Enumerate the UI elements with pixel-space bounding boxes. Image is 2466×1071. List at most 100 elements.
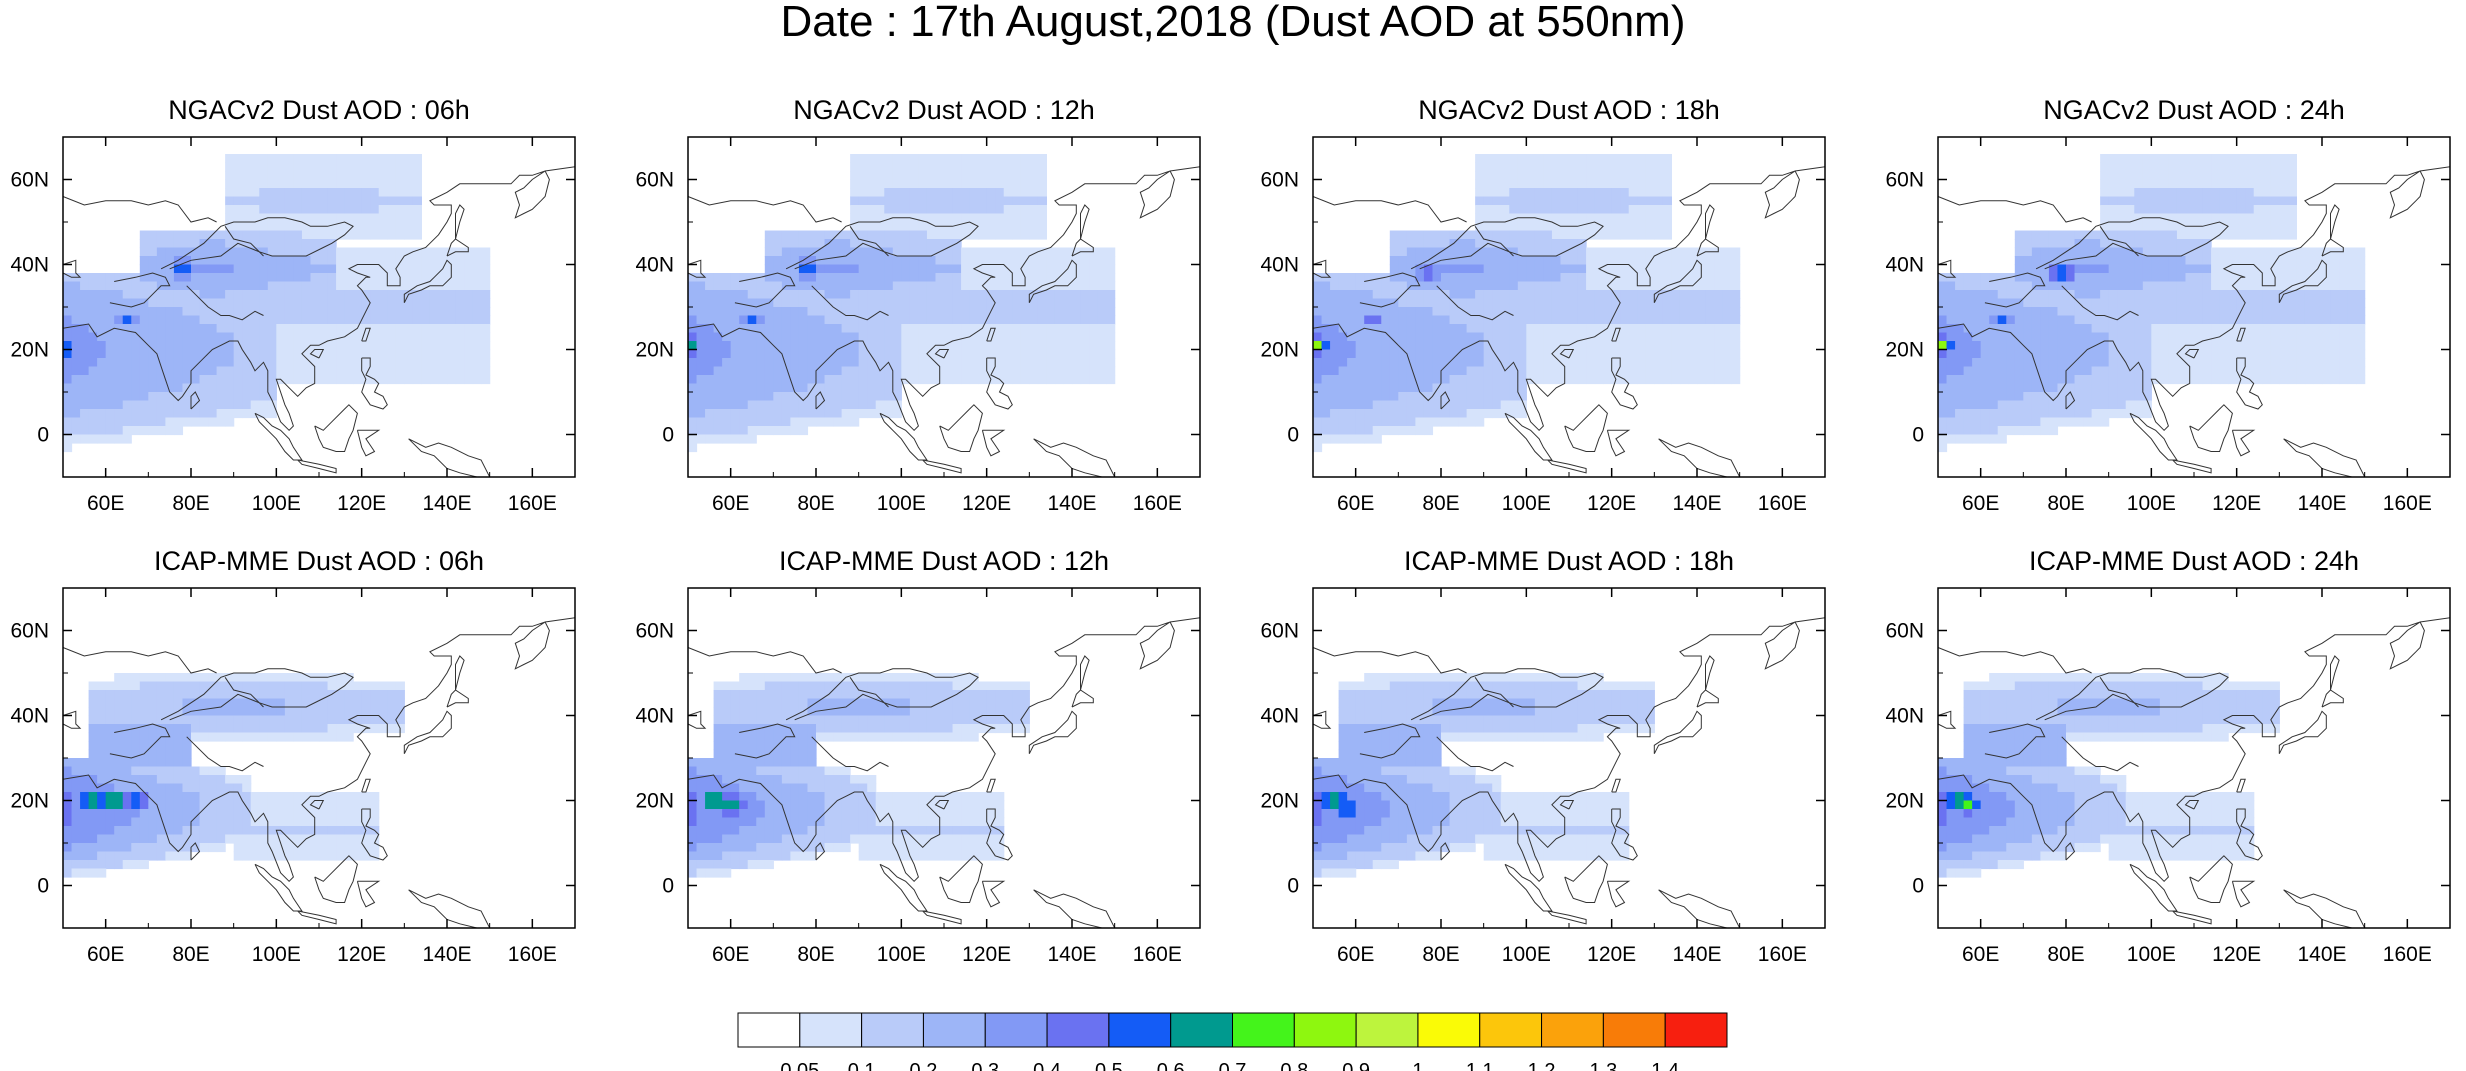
aod-cell xyxy=(1458,400,1468,410)
aod-cell xyxy=(2262,213,2272,223)
aod-cell xyxy=(370,196,380,206)
aod-cell xyxy=(387,213,397,223)
aod-cell xyxy=(1997,426,2007,436)
aod-cell xyxy=(1364,307,1374,317)
aod-cell xyxy=(2006,400,2016,410)
aod-cell xyxy=(2048,332,2059,342)
aod-cell xyxy=(378,341,388,351)
aod-cell xyxy=(1526,315,1536,325)
aod-cell xyxy=(1714,332,1724,342)
aod-cell xyxy=(2176,205,2187,215)
aod-cell xyxy=(447,324,457,334)
aod-cell xyxy=(2057,366,2067,376)
aod-cell xyxy=(790,256,800,266)
aod-cell xyxy=(250,171,260,181)
aod-cell xyxy=(1972,324,1982,334)
aod-cell xyxy=(395,171,405,181)
aod-cell xyxy=(242,383,252,393)
aod-cell xyxy=(781,358,791,368)
aod-cell xyxy=(807,324,817,334)
aod-cell xyxy=(1054,332,1065,342)
aod-cell xyxy=(1654,358,1664,368)
aod-cell xyxy=(1012,179,1022,189)
coastline-segment xyxy=(2321,238,2344,257)
aod-cell xyxy=(2125,213,2135,223)
aod-cell xyxy=(1072,281,1082,291)
aod-cell xyxy=(969,213,979,223)
aod-cell xyxy=(1560,213,1570,223)
aod-cell xyxy=(1543,256,1553,266)
aod-cell xyxy=(1989,307,1999,317)
aod-cell xyxy=(71,358,81,368)
aod-cell xyxy=(1569,154,1579,164)
aod-cell xyxy=(2083,392,2093,402)
aod-cell xyxy=(1355,341,1365,351)
aod-cell xyxy=(156,273,166,283)
aod-cell xyxy=(1106,358,1116,368)
aod-cell xyxy=(1637,273,1647,283)
aod-cell xyxy=(986,222,996,232)
aod-cell xyxy=(2142,324,2152,334)
aod-cell xyxy=(1560,162,1570,172)
aod-cell xyxy=(2134,315,2144,325)
aod-cell xyxy=(361,179,371,189)
aod-cell xyxy=(1645,341,1655,351)
aod-cell xyxy=(1594,358,1604,368)
aod-cell xyxy=(2151,332,2161,342)
aod-cell xyxy=(2031,315,2041,325)
aod-cell xyxy=(293,341,303,351)
aod-cell xyxy=(2159,213,2169,223)
aod-cell xyxy=(2236,154,2246,164)
aod-cell xyxy=(867,256,877,266)
aod-cell xyxy=(1534,256,1544,266)
aod-cell xyxy=(2048,230,2059,240)
aod-cell xyxy=(131,332,141,342)
aod-cell xyxy=(1483,162,1493,172)
aod-cell xyxy=(867,409,877,419)
aod-cell xyxy=(242,273,252,283)
aod-cell xyxy=(438,315,448,325)
aod-cell xyxy=(909,188,919,198)
aod-cell xyxy=(1072,256,1082,266)
aod-cell xyxy=(884,298,894,308)
aod-cell xyxy=(2100,324,2110,334)
aod-cell xyxy=(447,247,457,257)
aod-cell xyxy=(2074,315,2084,325)
aod-cell xyxy=(944,307,954,317)
aod-cell xyxy=(131,315,141,325)
aod-cell xyxy=(1500,383,1510,393)
aod-cell xyxy=(250,315,260,325)
aod-cell xyxy=(1003,213,1013,223)
aod-cell xyxy=(1714,298,1724,308)
aod-cell xyxy=(208,256,218,266)
aod-cell xyxy=(88,307,98,317)
aod-cell xyxy=(816,230,826,240)
aod-cell xyxy=(1938,392,1948,402)
aod-cell xyxy=(807,264,817,274)
aod-cell xyxy=(2117,171,2127,181)
aod-cell xyxy=(1731,375,1741,385)
aod-cell xyxy=(267,383,277,393)
aod-cell xyxy=(2356,281,2366,291)
aod-cell xyxy=(1517,273,1527,283)
aod-cell xyxy=(336,171,346,181)
aod-cell xyxy=(2253,213,2263,223)
aod-cell xyxy=(909,281,919,291)
aod-cell xyxy=(395,264,405,274)
aod-cell xyxy=(961,222,971,232)
coastline-segment xyxy=(981,429,1006,457)
aod-cell xyxy=(344,290,354,300)
aod-cell xyxy=(2142,154,2152,164)
coastline-segment xyxy=(1312,196,1467,223)
aod-cell xyxy=(875,179,885,189)
aod-cell xyxy=(1938,366,1948,376)
aod-cell xyxy=(1714,366,1724,376)
aod-cell xyxy=(472,341,482,351)
aod-cell xyxy=(1355,417,1365,427)
aod-cell xyxy=(1543,222,1553,232)
aod-cell xyxy=(250,196,260,206)
aod-cell xyxy=(2117,196,2127,206)
aod-cell xyxy=(1441,298,1451,308)
aod-cell xyxy=(2262,358,2272,368)
aod-cell xyxy=(2117,400,2127,410)
